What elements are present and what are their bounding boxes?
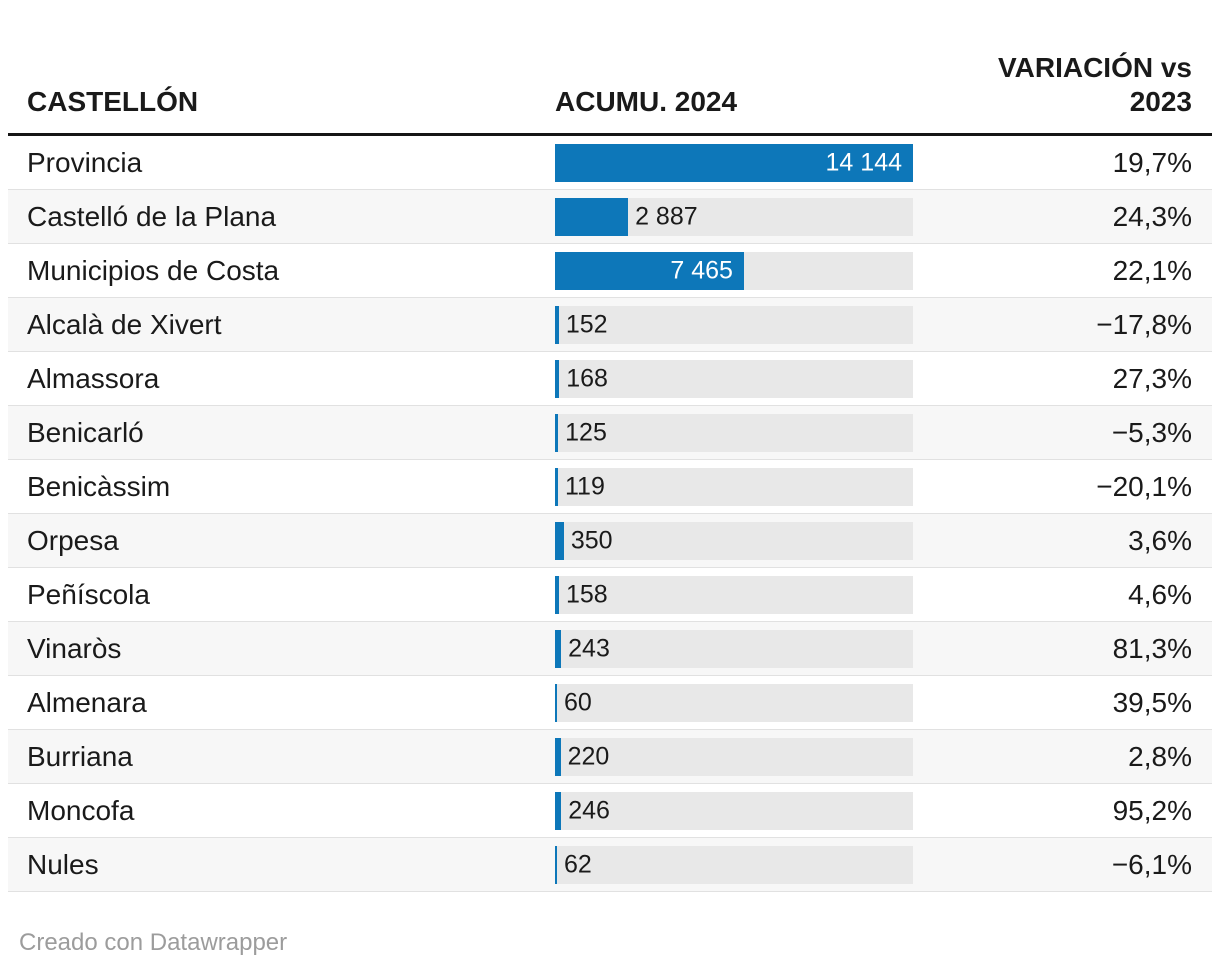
region-label: Burriana [27, 740, 133, 772]
bar-track: 246 [555, 791, 913, 830]
variation-value: −17,8% [1096, 308, 1192, 340]
bar-fill [555, 359, 560, 398]
variation-value: 22,1% [1112, 254, 1192, 286]
header-region-column: CASTELLÓN [27, 86, 199, 117]
variation-value: 2,8% [1128, 740, 1192, 772]
header-variation-column: VARIACIÓN vs 2023 [913, 51, 1212, 133]
bar-value-label: 350 [570, 526, 613, 554]
bar-value-label: 14 144 [825, 148, 902, 176]
variation-value: −5,3% [1111, 416, 1192, 448]
bar-track: 168 [555, 359, 913, 398]
bar-track: 158 [555, 575, 913, 614]
table-row: Moncofa 246 95,2% [8, 784, 1212, 838]
table-row: Benicàssim 119 −20,1% [8, 460, 1212, 514]
bar-track: 243 [555, 629, 913, 668]
region-label: Peñíscola [27, 578, 150, 610]
bar-value-label: 220 [567, 742, 610, 770]
bar-track: 152 [555, 305, 913, 344]
bar-track: 350 [555, 521, 913, 560]
bar-fill [555, 791, 562, 830]
bar-fill [555, 305, 559, 344]
table-row: Castelló de la Plana 2 887 24,3% [8, 190, 1212, 244]
bar-fill [555, 845, 557, 884]
bar-value-label: 2 887 [635, 202, 698, 230]
region-label: Moncofa [27, 794, 135, 826]
variation-value: 39,5% [1112, 686, 1192, 718]
table-row: Orpesa 350 3,6% [8, 514, 1212, 568]
bar-track: 119 [555, 467, 913, 506]
variation-value: 19,7% [1112, 146, 1192, 178]
bar-value-label: 168 [566, 364, 608, 392]
bar-fill [555, 467, 558, 506]
bar-track: 7 465 [555, 251, 913, 290]
variation-value: 81,3% [1112, 632, 1192, 664]
bar-value-label: 158 [565, 580, 608, 608]
table-header-row: CASTELLÓN ACUMU. 2024 VARIACIÓN vs 2023 [8, 0, 1212, 136]
bar-track: 62 [555, 845, 913, 884]
table-row: Benicarló 125 −5,3% [8, 406, 1212, 460]
bar-fill [555, 575, 559, 614]
region-label: Municipios de Costa [27, 254, 280, 286]
bar-value-label: 246 [568, 796, 610, 824]
bar-fill [555, 413, 559, 452]
bar-track: 14 144 [555, 143, 913, 182]
region-label: Vinaròs [27, 632, 122, 664]
bar-value-label: 119 [565, 472, 605, 500]
region-label: Almassora [27, 362, 160, 394]
variation-value: 27,3% [1112, 362, 1192, 394]
variation-value: 3,6% [1128, 524, 1192, 556]
table-row: Alcalà de Xivert 152 −17,8% [8, 298, 1212, 352]
table-row: Provincia 14 144 19,7% [8, 136, 1212, 190]
data-table: CASTELLÓN ACUMU. 2024 VARIACIÓN vs 2023 … [8, 0, 1212, 956]
bar-fill [555, 143, 913, 182]
variation-value: −6,1% [1111, 848, 1192, 880]
region-label: Benicarló [27, 416, 144, 448]
region-label: Alcalà de Xivert [27, 308, 222, 340]
table-row: Almenara 60 39,5% [8, 676, 1212, 730]
header-variation-line1: VARIACIÓN vs [998, 52, 1192, 83]
bar-track: 60 [555, 683, 913, 722]
table-row: Almassora 168 27,3% [8, 352, 1212, 406]
variation-value: −20,1% [1096, 470, 1192, 502]
region-label: Provincia [27, 146, 143, 178]
bar-track: 220 [555, 737, 913, 776]
bar-fill [555, 683, 557, 722]
bar-fill [555, 737, 561, 776]
bar-fill [555, 629, 562, 668]
table-body: Provincia 14 144 19,7% Castelló de la Pl… [8, 136, 1212, 892]
table-row: Burriana 220 2,8% [8, 730, 1212, 784]
bar-value-label: 243 [568, 634, 610, 662]
bar-value-label: 7 465 [670, 256, 733, 284]
table-row: Municipios de Costa 7 465 22,1% [8, 244, 1212, 298]
variation-value: 95,2% [1112, 794, 1192, 826]
bar-fill [555, 521, 564, 560]
region-label: Nules [27, 848, 99, 880]
header-variation-line2: 2023 [1129, 86, 1192, 117]
bar-fill [555, 251, 744, 290]
bar-value-label: 60 [564, 688, 592, 716]
bar-value-label: 62 [564, 850, 592, 878]
table-row: Vinaròs 243 81,3% [8, 622, 1212, 676]
region-label: Almenara [27, 686, 147, 718]
region-label: Benicàssim [27, 470, 171, 502]
bar-track: 2 887 [555, 197, 913, 236]
variation-value: 24,3% [1112, 200, 1192, 232]
bar-value-label: 125 [565, 418, 607, 446]
table-row: Nules 62 −6,1% [8, 838, 1212, 892]
bar-track: 125 [555, 413, 913, 452]
region-label: Castelló de la Plana [27, 200, 277, 232]
bar-fill [555, 197, 629, 236]
bar-value-label: 152 [565, 310, 608, 338]
table-row: Peñíscola 158 4,6% [8, 568, 1212, 622]
variation-value: 4,6% [1128, 578, 1192, 610]
attribution-text: Creado con Datawrapper [19, 929, 288, 956]
region-label: Orpesa [27, 524, 119, 556]
header-value-column: ACUMU. 2024 [555, 86, 738, 117]
